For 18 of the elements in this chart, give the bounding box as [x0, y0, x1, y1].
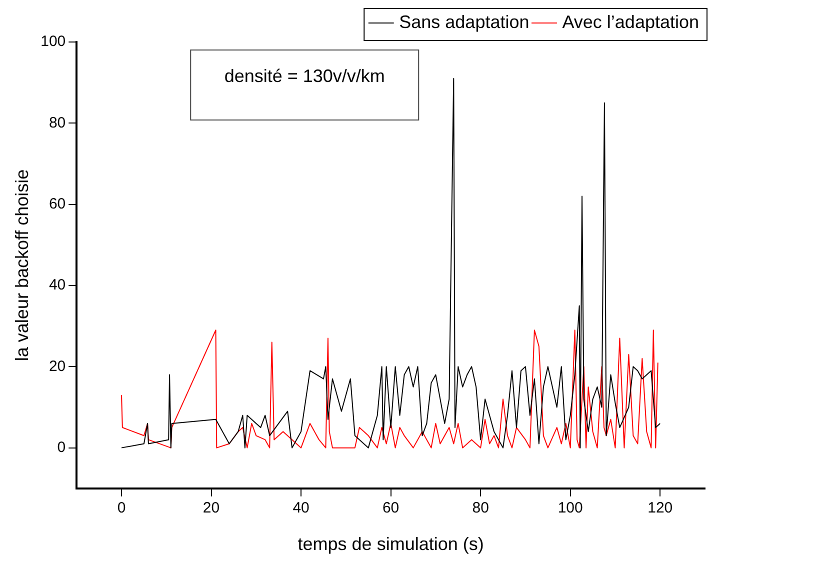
x-tick-label: 20 — [202, 500, 220, 517]
annotation: densité = 130v/v/km — [224, 66, 385, 86]
x-axis-title: temps de simulation (s) — [298, 534, 484, 554]
y-axis-title: la valeur backoff choisie — [12, 169, 32, 362]
legend-label: Avec l’adaptation — [562, 12, 700, 32]
x-tick-label: 100 — [558, 500, 583, 517]
legend-label: Sans adaptation — [399, 12, 530, 32]
x-tick-label: 40 — [292, 500, 310, 517]
y-tick-label: 20 — [48, 358, 66, 375]
x-tick-label: 0 — [117, 500, 126, 517]
y-tick-label: 0 — [57, 438, 66, 456]
x-tick-label: 80 — [472, 500, 489, 517]
y-tick-label: 80 — [48, 114, 66, 132]
x-tick-label: 60 — [382, 500, 400, 517]
x-tick-label: 120 — [648, 500, 673, 517]
y-tick-label: 60 — [48, 195, 66, 212]
y-tick-label: 100 — [40, 33, 66, 50]
y-tick-label: 40 — [48, 276, 66, 294]
